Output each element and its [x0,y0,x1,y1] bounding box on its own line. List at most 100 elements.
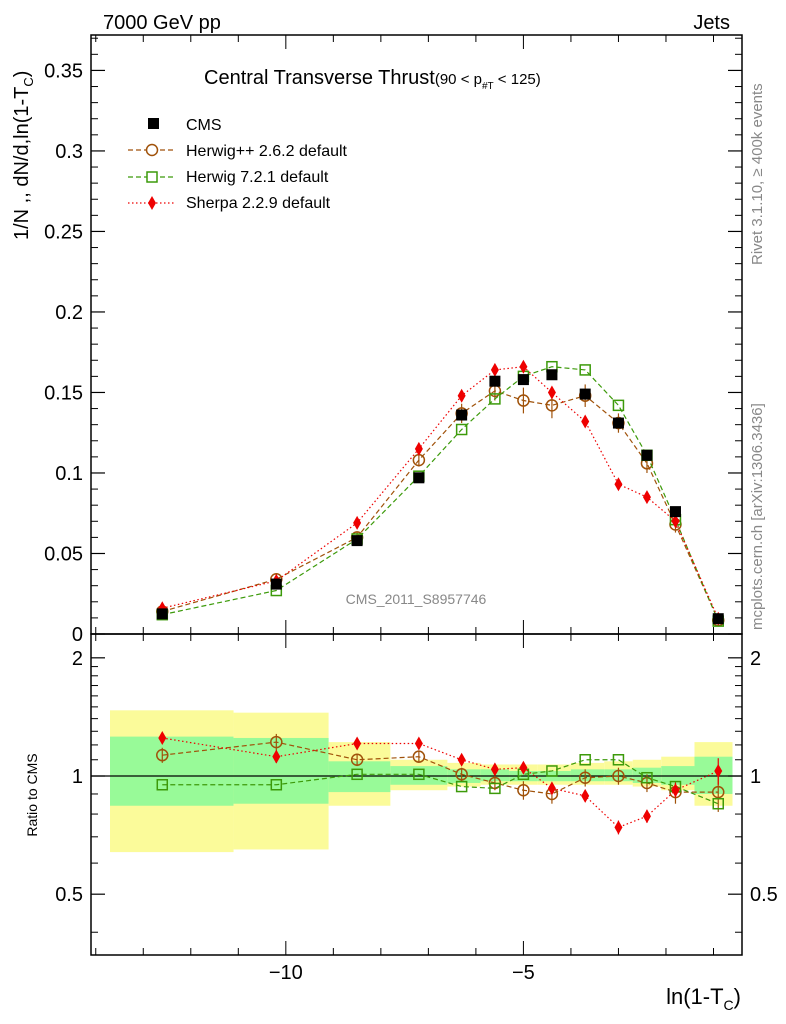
main-y-ticks: 0 0.05 0.1 0.15 0.2 0.25 0.3 0.35 [44,35,742,646]
ratio-point-sherpa [614,820,623,835]
legend-marker-herwig7 [146,171,158,183]
ratio-ytick-label-right: 1 [750,766,761,788]
data-point-cms [546,369,558,381]
data-point-herwig7 [489,393,501,405]
ratio-line-herwig7 [162,759,719,805]
x-axis-label: ln(1-TC) [666,984,741,1013]
main-plot-panel: 0 0.05 0.1 0.15 0.2 0.25 0.3 0.35 CMS_2011_S895… [11,34,743,646]
legend-entry-cms: CMS [148,117,222,134]
ratio-point-herwigpp [711,785,725,799]
ratio-point-herwig7 [413,768,425,781]
ratio-point-sherpa [581,788,590,803]
source-url-label: mcplots.cern.ch [arXiv:1306.3436] [749,403,766,630]
data-point-sherpa [671,514,680,529]
ratio-point-herwigpp [350,753,364,767]
data-point-cms [612,417,624,429]
data-point-cms [270,578,282,590]
data-point-cms [456,409,468,421]
ratio-point-herwigpp [156,748,169,762]
series-cms [156,369,724,625]
legend-entry-herwig7: Herwig 7.2.1 default [128,169,329,186]
ratio-y-axis-label: Ratio to CMS [24,753,40,836]
data-point-cms [351,535,363,547]
rivet-version-label: Rivet 3.1.10, ≥ 400k events [749,83,766,265]
ratio-point-sherpa [642,809,651,824]
main-ytick-label: 0.2 [55,302,83,324]
cms-uncertainty-band [110,710,733,853]
main-ytick-label: 0.25 [44,221,83,243]
series-herwig7 [156,360,724,627]
legend-label-sherpa: Sherpa 2.2.9 default [186,195,331,212]
data-point-sherpa [614,477,623,492]
chart-title: Central Transverse Thrust(90 < p#T < 125… [204,67,541,92]
series-line-herwigpp [162,390,719,621]
main-ytick-label: 0.05 [44,543,83,565]
legend-label-cms: CMS [186,117,222,134]
data-point-herwigpp [488,384,502,398]
ratio-point-sherpa [547,781,556,796]
ratio-plot-panel: 0.5 0.5 1 1 2 2 −10 −5 Ratio to CMS ln(1-TC) [24,633,778,1013]
data-point-cms [669,506,681,518]
x-tick-label: −5 [512,962,535,984]
ratio-point-sherpa [671,783,680,798]
series-line-sherpa [162,366,719,619]
ratio-point-herwigpp [270,735,283,749]
main-series-group [156,359,725,627]
ratio-point-herwig7 [712,797,724,810]
data-point-sherpa [490,362,499,377]
data-point-sherpa [414,441,423,456]
main-ytick-label: 0.1 [55,463,83,485]
data-point-sherpa [457,388,466,403]
ratio-point-herwigpp [517,783,530,797]
ratio-ytick-label-left: 2 [72,648,83,670]
ratio-point-herwigpp [578,771,592,784]
data-point-sherpa [547,385,556,400]
main-ytick-label: 0.15 [44,382,83,404]
main-ytick-label: 0.3 [55,141,83,163]
ratio-series-group [156,730,725,835]
data-point-sherpa [642,490,651,505]
ratio-ytick-label-right: 0.5 [750,884,778,906]
data-point-sherpa [581,414,590,429]
data-point-herwig7 [612,399,625,412]
main-ytick-label: 0 [72,624,83,646]
ratio-ytick-label-left: 0.5 [55,884,83,906]
y-axis-label: 1/N ,, dN/d,ln(1-TC) [11,71,36,240]
ratio-ytick-label-left: 1 [72,766,83,788]
band-inner-bin [233,737,329,804]
ratio-point-herwig7 [641,771,653,784]
ratio-series-sherpa [158,730,723,835]
ratio-point-sherpa [714,763,723,778]
legend-label-herwig7: Herwig 7.2.1 default [186,169,329,186]
ratio-point-herwig7 [351,768,363,781]
x-tick-label: −10 [269,962,303,984]
ratio-point-sherpa [457,752,466,767]
ratio-point-herwig7 [156,779,169,791]
legend-entry-herwigpp: Herwig++ 2.6.2 default [128,143,348,160]
ratio-point-herwig7 [270,779,283,791]
band-inner-bin [694,756,733,794]
ratio-point-sherpa [353,736,362,751]
data-point-herwigpp [517,394,530,407]
ratio-frame [90,633,743,956]
ratio-point-sherpa [414,736,423,751]
series-line-herwig7 [162,366,719,622]
legend-marker-sherpa [148,196,156,210]
data-point-cms [156,608,168,620]
data-point-sherpa [519,359,528,374]
ratio-point-sherpa [490,762,499,777]
legend-entry-sherpa: Sherpa 2.2.9 default [128,195,331,212]
data-point-cms [489,375,501,387]
main-ytick-label: 0.35 [44,60,83,82]
data-point-herwigpp [545,399,559,412]
data-point-herwig7 [579,364,591,376]
data-point-cms [641,449,653,461]
data-point-herwig7 [455,423,468,436]
ratio-point-sherpa [158,730,167,745]
ratio-point-herwig7 [489,782,501,795]
ratio-ytick-label-right: 2 [750,648,761,670]
ratio-point-herwig7 [612,754,625,766]
ratio-point-herwigpp [455,768,468,781]
ratio-point-herwigpp [412,750,426,763]
